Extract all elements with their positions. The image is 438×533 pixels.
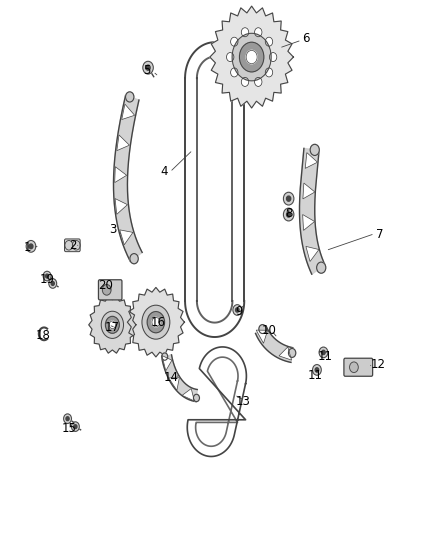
Circle shape [241, 77, 249, 86]
Circle shape [162, 353, 168, 360]
Polygon shape [255, 327, 293, 362]
Circle shape [313, 365, 321, 375]
Circle shape [46, 274, 49, 278]
Circle shape [319, 347, 328, 358]
Polygon shape [113, 95, 142, 262]
Circle shape [51, 281, 54, 285]
Text: 12: 12 [371, 358, 385, 371]
Polygon shape [306, 246, 319, 262]
Text: 16: 16 [151, 316, 166, 329]
Circle shape [259, 325, 266, 334]
Circle shape [101, 311, 124, 338]
Text: 2: 2 [70, 239, 77, 252]
FancyBboxPatch shape [99, 280, 122, 300]
Circle shape [286, 196, 291, 201]
Text: 4: 4 [161, 165, 168, 177]
Circle shape [147, 312, 165, 333]
Polygon shape [115, 199, 127, 214]
Polygon shape [256, 330, 268, 343]
Polygon shape [182, 389, 194, 401]
Text: 10: 10 [261, 324, 276, 337]
Circle shape [49, 279, 57, 288]
Text: 11: 11 [307, 369, 322, 382]
Circle shape [143, 61, 153, 74]
Polygon shape [127, 287, 184, 357]
Polygon shape [305, 152, 318, 168]
Text: 6: 6 [302, 32, 310, 45]
Circle shape [232, 33, 271, 81]
Text: 14: 14 [164, 372, 179, 384]
Circle shape [350, 362, 358, 373]
Circle shape [230, 68, 238, 77]
Circle shape [317, 262, 326, 273]
Circle shape [265, 68, 273, 77]
Circle shape [109, 321, 116, 329]
Polygon shape [122, 104, 134, 119]
Circle shape [26, 240, 36, 252]
Circle shape [265, 37, 273, 46]
Polygon shape [303, 183, 315, 199]
Polygon shape [115, 167, 127, 183]
Circle shape [310, 144, 319, 156]
Circle shape [226, 53, 234, 62]
Circle shape [146, 65, 150, 70]
Text: 7: 7 [376, 228, 384, 241]
Polygon shape [300, 148, 325, 274]
Circle shape [64, 414, 71, 423]
Circle shape [236, 308, 239, 312]
Text: 1: 1 [24, 241, 31, 254]
Circle shape [43, 271, 51, 281]
Circle shape [66, 417, 69, 421]
Polygon shape [279, 347, 292, 360]
Circle shape [246, 51, 257, 64]
Circle shape [142, 305, 170, 339]
Circle shape [126, 92, 134, 102]
Circle shape [102, 285, 111, 295]
Text: 3: 3 [109, 223, 116, 236]
Text: 19: 19 [39, 273, 55, 286]
Text: 5: 5 [144, 64, 151, 77]
Circle shape [289, 349, 296, 358]
Circle shape [194, 394, 199, 401]
Circle shape [283, 192, 294, 205]
Polygon shape [210, 6, 293, 108]
Circle shape [254, 77, 262, 86]
FancyBboxPatch shape [64, 239, 80, 252]
Text: 11: 11 [318, 350, 333, 363]
Circle shape [230, 37, 238, 46]
Circle shape [241, 28, 249, 37]
Text: 17: 17 [105, 321, 120, 334]
Polygon shape [89, 296, 136, 353]
Polygon shape [303, 214, 314, 230]
Circle shape [152, 317, 160, 327]
Circle shape [106, 317, 119, 333]
Circle shape [240, 42, 264, 72]
Circle shape [269, 53, 277, 62]
Circle shape [283, 208, 294, 221]
Text: 8: 8 [285, 207, 292, 220]
Text: 18: 18 [35, 329, 50, 342]
Polygon shape [120, 230, 133, 245]
Circle shape [71, 422, 79, 431]
Polygon shape [162, 356, 172, 371]
Polygon shape [117, 135, 129, 151]
Polygon shape [169, 378, 179, 390]
Circle shape [74, 425, 77, 429]
Text: 15: 15 [61, 422, 76, 435]
Polygon shape [162, 355, 197, 402]
Circle shape [322, 350, 325, 354]
Circle shape [286, 212, 291, 217]
FancyBboxPatch shape [344, 358, 373, 376]
Circle shape [315, 368, 319, 372]
Text: 13: 13 [236, 395, 251, 408]
Circle shape [233, 305, 242, 316]
Circle shape [254, 28, 262, 37]
Text: 9: 9 [235, 305, 242, 318]
Circle shape [29, 244, 33, 249]
Text: 20: 20 [99, 279, 113, 292]
Circle shape [130, 254, 138, 264]
